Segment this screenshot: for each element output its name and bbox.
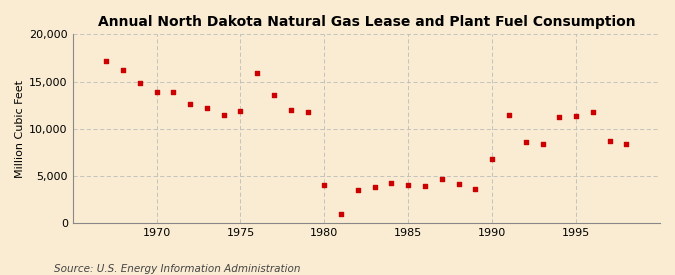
Point — [352, 188, 363, 192]
Point — [101, 59, 111, 63]
Point — [185, 102, 196, 106]
Point — [453, 182, 464, 187]
Point — [117, 68, 128, 72]
Point — [570, 113, 581, 118]
Title: Annual North Dakota Natural Gas Lease and Plant Fuel Consumption: Annual North Dakota Natural Gas Lease an… — [97, 15, 635, 29]
Point — [487, 157, 497, 161]
Point — [252, 71, 263, 75]
Text: Source: U.S. Energy Information Administration: Source: U.S. Energy Information Administ… — [54, 264, 300, 274]
Point — [537, 142, 548, 146]
Point — [151, 90, 162, 94]
Point — [520, 140, 531, 144]
Point — [604, 139, 615, 143]
Point — [218, 112, 229, 117]
Point — [621, 142, 632, 146]
Point — [202, 106, 213, 110]
Point — [369, 185, 380, 189]
Point — [134, 81, 145, 86]
Point — [437, 177, 448, 181]
Point — [470, 187, 481, 191]
Point — [335, 211, 346, 216]
Point — [168, 90, 179, 94]
Point — [403, 183, 414, 188]
Point — [504, 112, 514, 117]
Point — [286, 108, 296, 112]
Point — [386, 181, 397, 186]
Point — [587, 109, 598, 114]
Point — [319, 183, 330, 188]
Point — [269, 93, 279, 97]
Point — [235, 109, 246, 113]
Y-axis label: Million Cubic Feet: Million Cubic Feet — [15, 80, 25, 178]
Point — [554, 115, 565, 120]
Point — [420, 184, 431, 189]
Point — [302, 109, 313, 114]
